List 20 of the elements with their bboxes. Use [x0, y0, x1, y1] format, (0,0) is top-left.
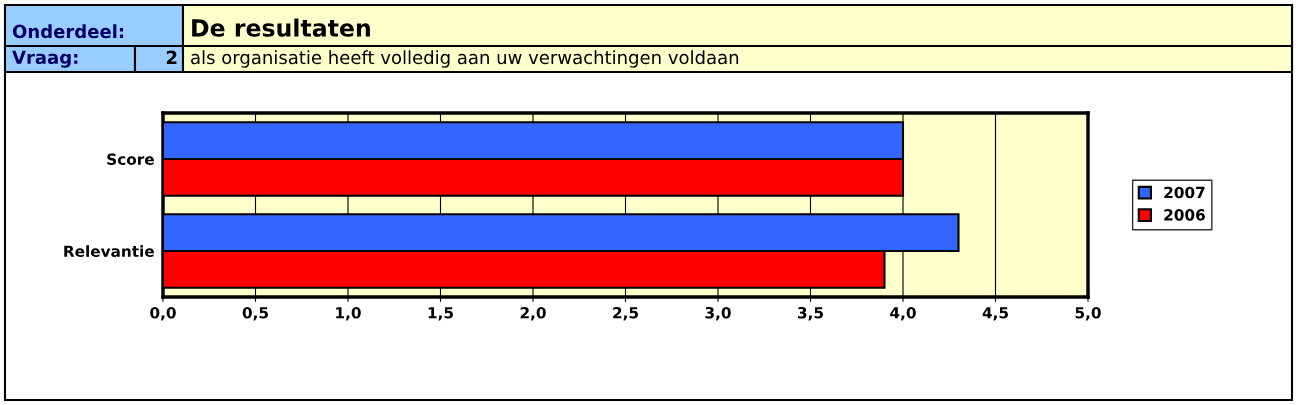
x-tick-label: 0,0: [150, 306, 176, 321]
x-tick-label: 4,5: [982, 307, 1008, 321]
x-tick-label: 0,5: [242, 306, 268, 321]
text: 2: [166, 50, 177, 64]
y-tick-label: Score: [107, 153, 154, 166]
legend-label: 2006: [1164, 209, 1205, 221]
x-tick-label: 2,0: [520, 306, 546, 321]
y-tick-label: Relevantie: [64, 245, 154, 258]
x-tick-label: 1,5: [428, 307, 453, 321]
x-tick-label: 5,0: [1075, 306, 1101, 321]
chart-title: De resultaten: [192, 18, 370, 37]
x-tick-label: 2,5: [613, 306, 638, 321]
chart-subtitle: als organisatie heeft volledig aan uw verwachtingen voldaan: [191, 50, 739, 68]
x-tick-label: 4,0: [890, 306, 916, 321]
x-tick-label: 3,0: [705, 306, 731, 321]
text: Onderdeel:: [12, 24, 124, 39]
x-tick-label: 1,0: [336, 306, 361, 321]
legend-label: 2007: [1164, 186, 1205, 199]
text: Vraag:: [12, 50, 78, 68]
x-tick-label: 3,5: [797, 306, 823, 321]
